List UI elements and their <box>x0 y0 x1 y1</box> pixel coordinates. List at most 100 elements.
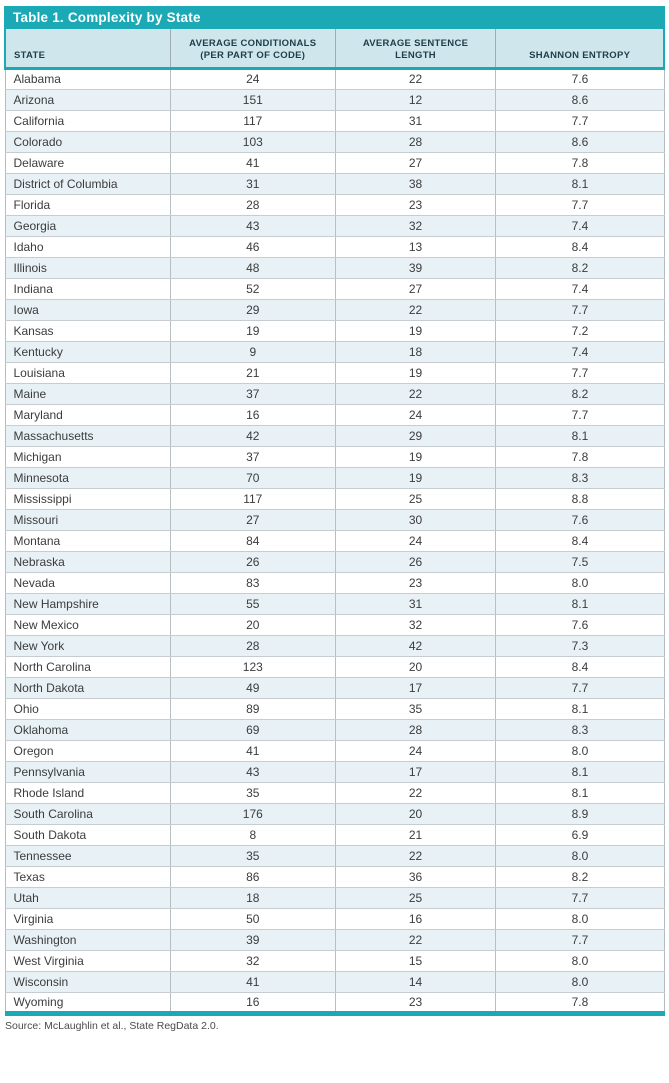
state-cell: District of Columbia <box>5 173 171 195</box>
conditionals-cell: 16 <box>169 404 336 426</box>
conditionals-cell: 24 <box>169 68 336 90</box>
sentence-length-cell: 18 <box>334 341 496 363</box>
sentence-length-cell: 36 <box>334 866 496 888</box>
complexity-table: STATE AVERAGE CONDITIONALS (PER PART OF … <box>3 29 666 1016</box>
entropy-cell: 8.4 <box>495 236 664 258</box>
entropy-cell: 7.4 <box>495 278 664 300</box>
state-cell: Oregon <box>5 740 171 762</box>
state-cell: Idaho <box>5 236 171 258</box>
state-cell: Massachusetts <box>5 425 171 447</box>
sentence-length-cell: 19 <box>334 320 496 342</box>
state-cell: North Carolina <box>5 656 171 678</box>
sentence-length-cell: 15 <box>334 950 496 972</box>
conditionals-cell: 176 <box>169 803 336 825</box>
sentence-length-cell: 20 <box>334 656 496 678</box>
sentence-length-cell: 42 <box>334 635 496 657</box>
sentence-length-cell: 22 <box>334 299 496 321</box>
table-row: North Dakota 49 17 7.7 <box>5 677 664 699</box>
sentence-length-cell: 25 <box>334 887 496 909</box>
table-row: New Hampshire 55 31 8.1 <box>5 593 664 615</box>
state-cell: Kansas <box>5 320 171 342</box>
table-row: North Carolina 123 20 8.4 <box>5 656 664 678</box>
entropy-cell: 8.1 <box>495 782 664 804</box>
conditionals-cell: 41 <box>169 152 336 174</box>
conditionals-cell: 32 <box>169 950 336 972</box>
entropy-cell: 8.0 <box>495 845 664 867</box>
sentence-length-cell: 19 <box>334 362 496 384</box>
table-body: Alabama 24 22 7.6 Arizona 151 12 8.6 California 1… <box>5 68 664 1013</box>
state-cell: North Dakota <box>5 677 171 699</box>
entropy-cell: 8.6 <box>495 89 664 111</box>
conditionals-cell: 37 <box>169 446 336 468</box>
entropy-cell: 7.8 <box>495 152 664 174</box>
conditionals-cell: 83 <box>169 572 336 594</box>
conditionals-cell: 41 <box>169 971 336 993</box>
entropy-cell: 7.3 <box>495 635 664 657</box>
sentence-length-cell: 23 <box>334 572 496 594</box>
sentence-length-cell: 12 <box>334 89 496 111</box>
state-cell: New Hampshire <box>5 593 171 615</box>
conditionals-cell: 39 <box>169 929 336 951</box>
sentence-length-cell: 13 <box>334 236 496 258</box>
sentence-length-cell: 22 <box>334 929 496 951</box>
conditionals-cell: 55 <box>169 593 336 615</box>
entropy-cell: 7.7 <box>495 929 664 951</box>
sentence-length-cell: 38 <box>334 173 496 195</box>
table-row: Nebraska 26 26 7.5 <box>5 551 664 573</box>
sentence-length-cell: 16 <box>334 908 496 930</box>
entropy-cell: 7.6 <box>495 509 664 531</box>
conditionals-cell: 50 <box>169 908 336 930</box>
conditionals-cell: 69 <box>169 719 336 741</box>
entropy-cell: 6.9 <box>495 824 664 846</box>
conditionals-cell: 20 <box>169 614 336 636</box>
conditionals-cell: 84 <box>169 530 336 552</box>
state-cell: Virginia <box>5 908 171 930</box>
conditionals-cell: 16 <box>169 992 336 1013</box>
entropy-cell: 8.1 <box>495 425 664 447</box>
sentence-length-cell: 22 <box>334 68 496 90</box>
conditionals-cell: 70 <box>169 467 336 489</box>
conditionals-cell: 27 <box>169 509 336 531</box>
table-row: Minnesota 70 19 8.3 <box>5 467 664 489</box>
state-cell: Mississippi <box>5 488 171 510</box>
conditionals-cell: 52 <box>169 278 336 300</box>
entropy-cell: 7.7 <box>495 362 664 384</box>
entropy-cell: 8.1 <box>495 593 664 615</box>
table-row: South Dakota 8 21 6.9 <box>5 824 664 846</box>
conditionals-cell: 117 <box>169 110 336 132</box>
table-row: Illinois 48 39 8.2 <box>5 257 664 279</box>
sentence-length-cell: 29 <box>334 425 496 447</box>
table-row: Montana 84 24 8.4 <box>5 530 664 552</box>
sentence-length-cell: 28 <box>334 719 496 741</box>
state-cell: Minnesota <box>5 467 171 489</box>
table-title: Table 1. Complexity by State <box>4 6 665 29</box>
table-row: Texas 86 36 8.2 <box>5 866 664 888</box>
entropy-cell: 7.6 <box>495 614 664 636</box>
state-cell: New Mexico <box>5 614 171 636</box>
state-cell: South Dakota <box>5 824 171 846</box>
table-row: Nevada 83 23 8.0 <box>5 572 664 594</box>
table-row: Colorado 103 28 8.6 <box>5 131 664 153</box>
state-cell: Washington <box>5 929 171 951</box>
entropy-cell: 7.4 <box>495 215 664 237</box>
entropy-cell: 7.7 <box>495 887 664 909</box>
table-row: Ohio 89 35 8.1 <box>5 698 664 720</box>
sentence-length-cell: 22 <box>334 782 496 804</box>
conditionals-cell: 29 <box>169 299 336 321</box>
entropy-cell: 8.1 <box>495 173 664 195</box>
table-row: District of Columbia 31 38 8.1 <box>5 173 664 195</box>
state-cell: Texas <box>5 866 171 888</box>
sentence-length-cell: 24 <box>334 740 496 762</box>
conditionals-cell: 49 <box>169 677 336 699</box>
entropy-cell: 7.7 <box>495 110 664 132</box>
table-row: Florida 28 23 7.7 <box>5 194 664 216</box>
conditionals-cell: 8 <box>169 824 336 846</box>
state-cell: Illinois <box>5 257 171 279</box>
conditionals-cell: 43 <box>169 761 336 783</box>
sentence-length-cell: 26 <box>334 551 496 573</box>
state-cell: Rhode Island <box>5 782 171 804</box>
sentence-length-cell: 23 <box>334 194 496 216</box>
conditionals-cell: 42 <box>169 425 336 447</box>
entropy-cell: 8.4 <box>495 656 664 678</box>
sentence-length-cell: 19 <box>334 467 496 489</box>
